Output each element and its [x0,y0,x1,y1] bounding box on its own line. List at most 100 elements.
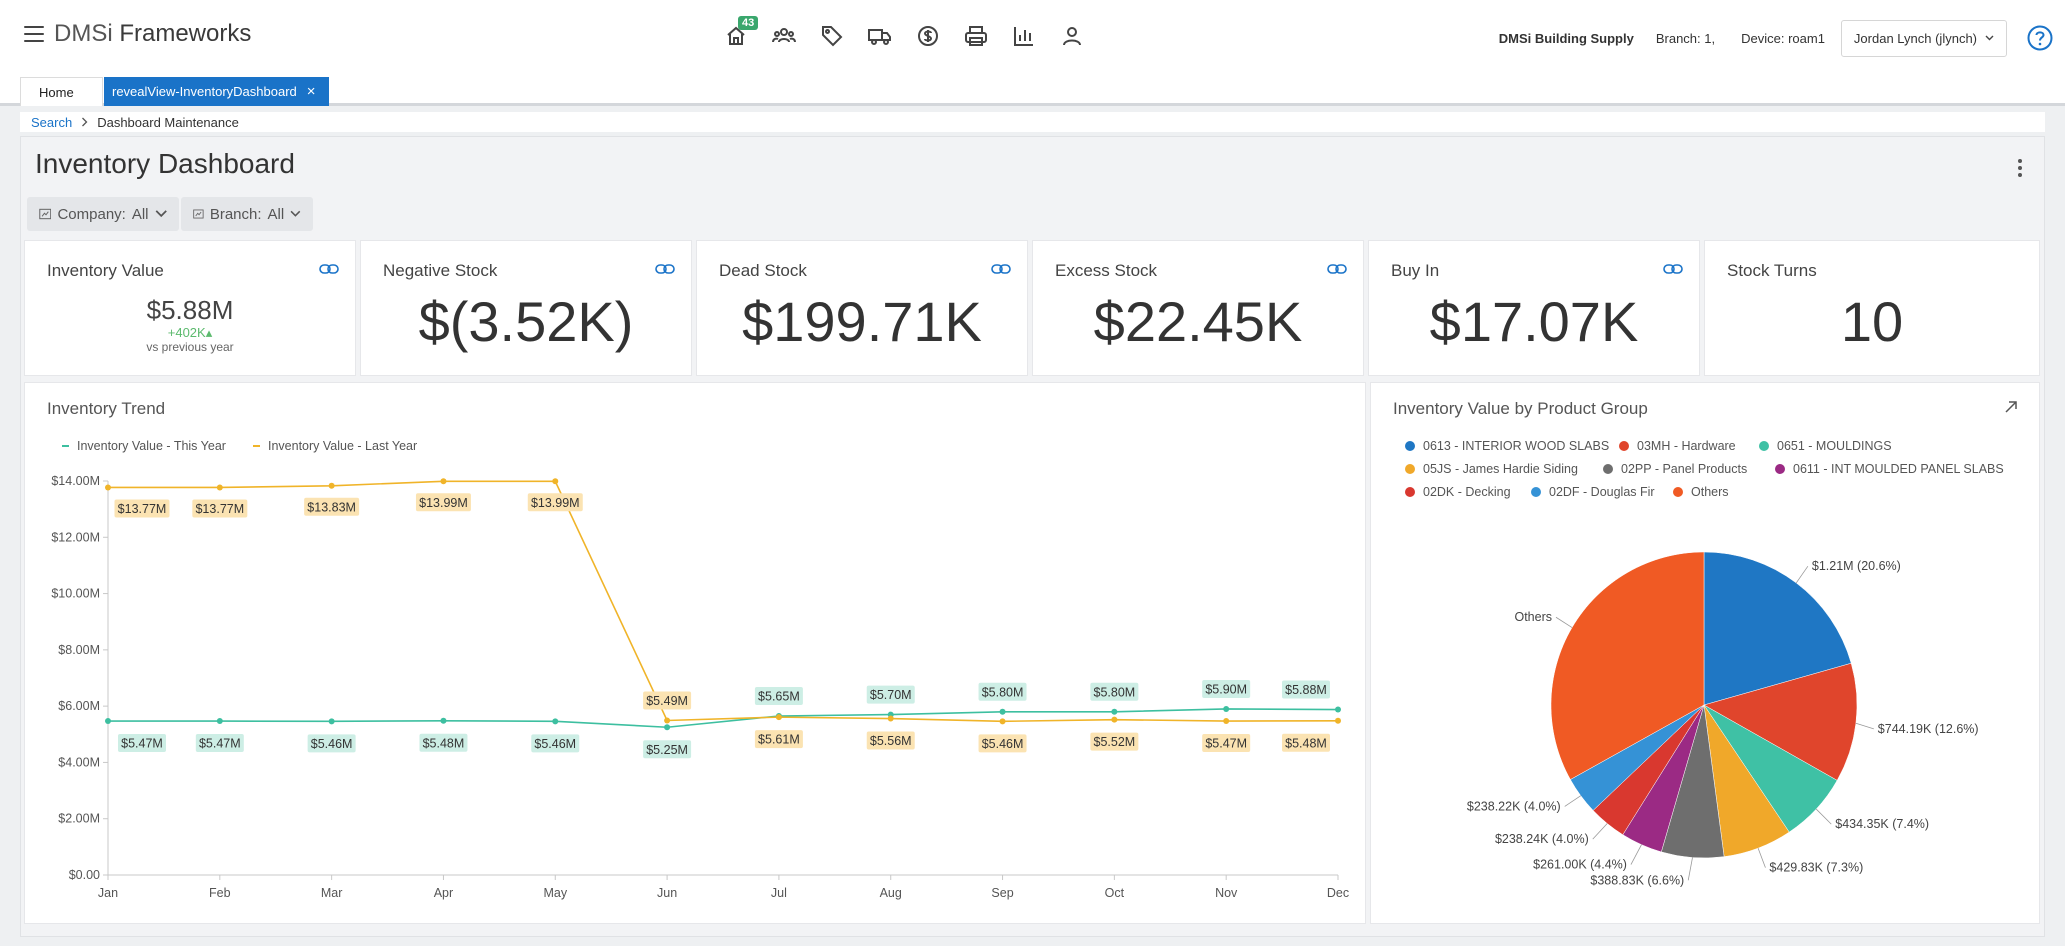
pie-slice-label: $429.83K (7.3%) [1769,861,1863,875]
x-tick-label: Aug [880,886,902,900]
data-point[interactable] [664,724,671,731]
legend-item[interactable]: 0651 - MOULDINGS [1759,439,1892,453]
data-point[interactable] [999,708,1006,715]
link-icon[interactable] [319,263,339,275]
data-label-text: $5.49M [646,694,688,708]
data-point[interactable] [328,718,335,725]
data-point[interactable] [664,717,671,724]
link-icon[interactable] [655,263,675,275]
pie-slice[interactable] [1703,662,1858,781]
legend-item[interactable]: 0613 - INTERIOR WOOD SLABS [1405,439,1609,453]
company-filter[interactable]: Company: All [27,197,179,231]
data-point[interactable] [440,478,447,485]
data-label-box [1202,734,1251,753]
kpi-comparison: vs previous year [146,340,234,354]
data-point[interactable] [887,715,894,722]
legend-swatch [1619,441,1629,451]
legend-item-this-year[interactable]: Inventory Value - This Year [62,439,226,453]
data-label-box [866,685,915,704]
kpi-excess-stock[interactable]: Excess Stock $22.45K [1032,240,1364,376]
pie-slice[interactable] [1550,551,1705,780]
legend-swatch [1775,464,1785,474]
link-icon[interactable] [991,263,1011,275]
leader-line [1687,857,1693,881]
bar-chart-icon[interactable] [1000,20,1048,52]
data-point[interactable] [552,478,559,485]
legend-item[interactable]: Others [1673,485,1729,499]
legend-label: 03MH - Hardware [1637,439,1736,453]
data-point[interactable] [999,718,1006,725]
data-point[interactable] [1111,716,1118,723]
data-point[interactable] [775,714,782,721]
data-label-box [978,682,1027,701]
data-point[interactable] [1223,718,1230,725]
data-label: $13.83M [304,497,360,516]
data-label: $5.46M [531,734,580,753]
dollar-icon[interactable] [904,20,952,52]
data-point[interactable] [105,484,111,491]
home-icon[interactable]: 43 [712,16,760,52]
data-point[interactable] [216,718,223,725]
data-label: $5.80M [1090,682,1139,701]
data-label-box [415,493,471,512]
company-name: DMSi Building Supply [1498,30,1634,46]
tag-icon[interactable] [808,20,856,52]
close-icon[interactable]: × [306,83,316,100]
legend-item[interactable]: 0611 - INT MOULDED PANEL SLABS [1775,462,2004,476]
data-point[interactable] [1111,708,1118,715]
legend-swatch [62,445,69,447]
legend-item[interactable]: 05JS - James Hardie Siding [1405,462,1578,476]
tab-home[interactable]: Home [20,77,103,106]
chevron-down-icon [155,210,167,218]
data-point[interactable] [1335,706,1341,713]
leader-line [1757,847,1766,868]
legend-item[interactable]: 03MH - Hardware [1619,439,1736,453]
pie-slice-label: $388.83K (6.6%) [1590,873,1684,887]
x-tick-label: Jul [771,886,787,900]
leader-line [1592,823,1608,840]
person-icon[interactable] [1048,20,1096,52]
kpi-buy-in[interactable]: Buy In $17.07K [1368,240,1700,376]
notification-badge: 43 [738,16,759,30]
app-brand[interactable]: DMSi Frameworks [54,20,251,48]
data-point[interactable] [440,717,447,724]
user-menu-button[interactable]: Jordan Lynch (jlynch) [1840,19,2007,57]
legend-item[interactable]: 02DF - Douglas Fir [1531,485,1655,499]
pie-slice-label: Others [1514,610,1552,624]
data-label-box [754,686,803,705]
team-icon[interactable] [760,20,808,52]
truck-icon[interactable] [856,20,904,52]
data-label: $5.46M [307,734,356,753]
link-icon[interactable] [1663,263,1683,275]
pie-slice[interactable] [1703,551,1852,706]
branch-filter[interactable]: Branch: All [181,197,313,231]
menu-icon[interactable] [24,26,44,42]
help-icon[interactable] [2027,25,2053,51]
data-label: $5.70M [866,685,915,704]
data-point[interactable] [105,718,111,725]
printer-icon[interactable] [952,20,1000,52]
data-label: $5.47M [195,734,244,753]
data-point[interactable] [552,718,559,725]
kpi-dead-stock[interactable]: Dead Stock $199.71K [696,240,1028,376]
x-tick-label: Mar [321,886,343,900]
data-point[interactable] [328,482,335,489]
link-icon[interactable] [1327,263,1347,275]
tab-inventory-dashboard[interactable]: revealView-InventoryDashboard × [104,77,329,106]
more-options-icon[interactable] [2018,159,2022,180]
data-point[interactable] [1335,717,1341,724]
y-tick-label: $0.00 [69,868,100,882]
data-point[interactable] [1223,705,1230,712]
legend-item-last-year[interactable]: Inventory Value - Last Year [253,439,417,453]
data-label: $5.25M [643,740,692,759]
kpi-stock-turns[interactable]: Stock Turns 10 [1704,240,2040,376]
data-point[interactable] [216,484,223,491]
expand-icon[interactable] [2003,399,2019,415]
kpi-inventory-value[interactable]: Inventory Value $5.88M +402K▴ vs previou… [24,240,356,376]
breadcrumb-search-link[interactable]: Search [31,114,73,130]
data-label-box [304,497,360,516]
legend-item[interactable]: 02PP - Panel Products [1603,462,1747,476]
legend-item[interactable]: 02DK - Decking [1405,485,1511,499]
kpi-negative-stock[interactable]: Negative Stock $(3.52K) [360,240,692,376]
data-label: $13.99M [415,493,471,512]
